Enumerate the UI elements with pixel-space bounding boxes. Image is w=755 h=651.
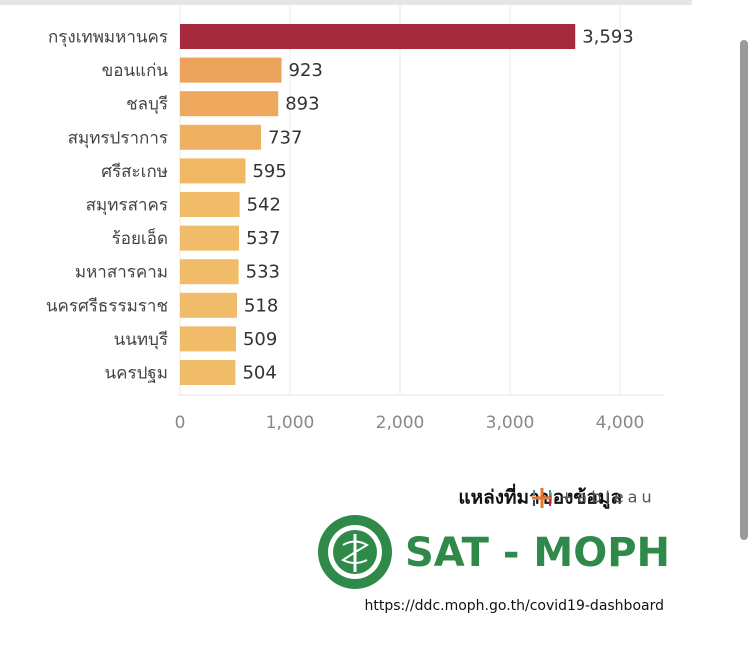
value-label: 542 <box>247 195 281 216</box>
value-label: 737 <box>268 127 302 148</box>
value-label: 533 <box>246 262 280 283</box>
tableau-text: +ableau <box>560 488 656 507</box>
value-label: 923 <box>289 60 323 81</box>
category-label: สมุทรปราการ <box>68 128 168 148</box>
category-label: ศรีสะเกษ <box>101 162 168 182</box>
scrollbar[interactable] <box>740 40 748 540</box>
x-tick-label: 1,000 <box>266 413 315 433</box>
tableau-logo <box>532 488 552 508</box>
bar <box>180 360 236 385</box>
x-tick-label: 4,000 <box>596 413 645 433</box>
bar <box>180 225 240 251</box>
x-tick-label: 2,000 <box>376 413 425 433</box>
category-label: นครปฐม <box>104 364 168 384</box>
value-label: 537 <box>246 228 280 249</box>
bar <box>180 91 279 117</box>
bar <box>180 259 239 285</box>
top-border <box>0 0 692 5</box>
category-label: สมุทรสาคร <box>86 196 168 216</box>
bar <box>180 124 262 150</box>
x-tick-label: 0 <box>175 413 186 433</box>
bar <box>180 292 237 318</box>
value-label: 893 <box>285 94 319 115</box>
value-label: 518 <box>244 295 278 316</box>
category-label: ร้อยเอ็ด <box>112 227 168 249</box>
value-label: 3,593 <box>582 27 634 48</box>
value-label: 509 <box>243 329 277 350</box>
value-label: 595 <box>252 161 286 182</box>
moph-logo <box>318 515 392 589</box>
bar <box>180 192 240 217</box>
category-label: มหาสารคาม <box>75 263 168 283</box>
x-tick-label: 3,000 <box>486 413 535 433</box>
source-url: https://ddc.moph.go.th/covid19-dashboard <box>364 598 664 614</box>
value-label: 504 <box>242 363 276 384</box>
category-label: นนทบุรี <box>114 330 168 350</box>
bar <box>180 158 246 184</box>
category-label: กรุงเทพมหานคร <box>48 28 168 48</box>
category-label: ขอนแก่น <box>102 61 169 81</box>
category-label: นครศรีธรรมราช <box>46 296 168 316</box>
brand-text: SAT - MOPH <box>405 530 670 576</box>
category-label: ชลบุรี <box>126 95 168 115</box>
bar <box>180 57 282 83</box>
bar <box>180 326 236 352</box>
bar <box>180 24 576 49</box>
